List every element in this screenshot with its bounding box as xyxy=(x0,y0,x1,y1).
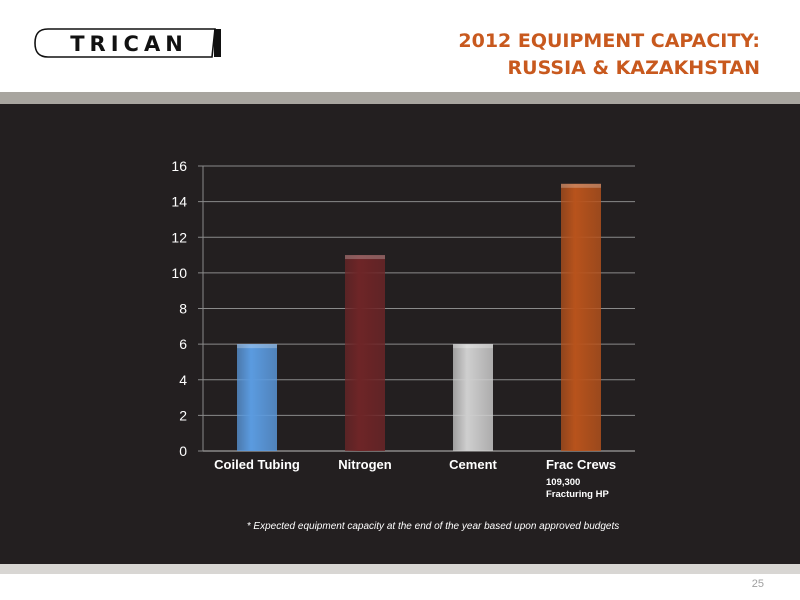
annotation-value: 109,300 xyxy=(546,477,581,488)
footer-band xyxy=(0,564,800,574)
y-tick-label: 12 xyxy=(171,229,187,245)
bar-coiled-tubing xyxy=(237,344,277,451)
x-category-label: Frac Crews xyxy=(546,457,616,472)
title-line-1: 2012 EQUIPMENT CAPACITY: xyxy=(458,30,760,52)
y-tick-label: 8 xyxy=(179,301,187,317)
x-category-label: Cement xyxy=(449,457,497,472)
header-divider-band xyxy=(0,92,800,104)
x-category-label: Coiled Tubing xyxy=(214,457,300,472)
bar-frac-crews xyxy=(561,183,601,451)
annotation-label: Fracturing HP xyxy=(546,489,609,500)
bar-nitrogen xyxy=(345,255,385,451)
x-category-label: Nitrogen xyxy=(338,457,392,472)
chart-background xyxy=(0,104,800,564)
bar-cap xyxy=(453,344,493,349)
bar-cap xyxy=(561,183,601,188)
frac-crews-annotation: 109,300 Fracturing HP xyxy=(546,477,609,501)
bar-cement xyxy=(453,344,493,451)
bar-cap xyxy=(237,344,277,349)
page-number: 25 xyxy=(751,578,764,590)
footnote: * Expected equipment capacity at the end… xyxy=(246,521,620,532)
title-line-2: RUSSIA & KAZAKHSTAN xyxy=(507,57,760,79)
y-tick-label: 6 xyxy=(179,336,187,352)
logo-text: TRICAN xyxy=(70,32,188,56)
y-tick-label: 10 xyxy=(171,265,187,281)
y-tick-label: 4 xyxy=(179,372,187,388)
y-tick-label: 0 xyxy=(179,443,187,459)
y-tick-label: 16 xyxy=(171,158,187,174)
slide-title: 2012 EQUIPMENT CAPACITY: RUSSIA & KAZAKH… xyxy=(458,28,760,82)
y-tick-label: 2 xyxy=(179,407,187,423)
y-tick-label: 14 xyxy=(171,194,187,210)
bar-cap xyxy=(345,255,385,260)
slide-header: TRICAN 2012 EQUIPMENT CAPACITY: RUSSIA &… xyxy=(0,0,800,92)
trican-logo: TRICAN xyxy=(34,28,221,58)
